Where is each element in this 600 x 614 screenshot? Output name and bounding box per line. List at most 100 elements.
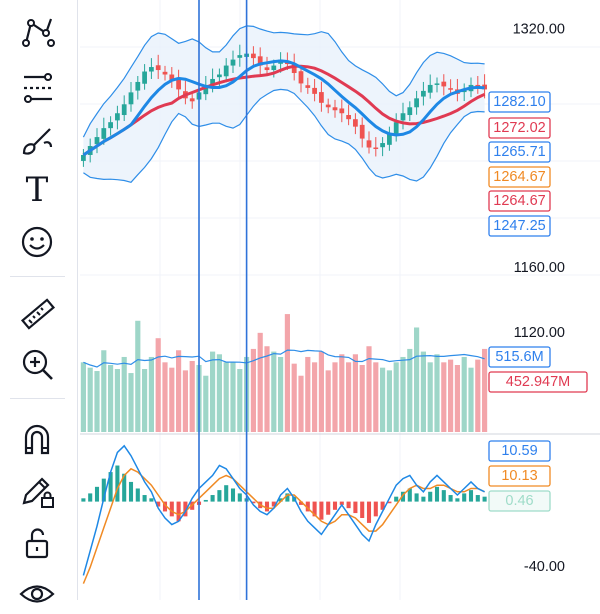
volume-bar (468, 367, 474, 432)
volume-bar (278, 356, 284, 432)
candle-body (189, 98, 195, 102)
oscillator-histogram-bar (203, 499, 208, 502)
candle-body (101, 128, 107, 139)
volume-bar (352, 354, 358, 432)
oscillator-histogram-bar (149, 498, 154, 502)
candle-body (427, 84, 433, 93)
oscillator-value-label: 0.46 (505, 493, 533, 509)
chart-canvas[interactable]: 1320.00 1160.00 1120.00 -40.00 1282.10 1272.0… (0, 0, 600, 600)
oscillator-value-label: 10.59 (501, 443, 537, 459)
volume-bar (80, 362, 86, 432)
candle-body (94, 137, 100, 145)
oscillator-histogram-bar (312, 501, 317, 517)
candle-body (332, 107, 338, 111)
fib-retracement-tool-button[interactable] (12, 68, 62, 108)
volume-bar (94, 371, 100, 432)
ruler-tool-icon (20, 298, 56, 330)
oscillator-histogram-bar (176, 501, 181, 522)
toolbar-separator (10, 276, 65, 277)
bollinger-upper-line (82, 25, 485, 138)
volume-bar (298, 375, 304, 432)
oscillator-signal-line (82, 467, 485, 584)
oscillator-histogram-bar (81, 498, 86, 502)
oscillator-histogram-bar (319, 501, 324, 520)
volume-bar (87, 367, 93, 432)
oscillator-histogram-bar (237, 493, 242, 502)
oscillator-histogram-bar (285, 493, 290, 502)
oscillator-histogram-bar (407, 488, 412, 502)
text-tool-button[interactable]: T (12, 170, 62, 210)
oscillator-histogram-bar (475, 495, 480, 502)
candle-body (325, 104, 331, 108)
oscillator-histogram-bar (346, 501, 351, 509)
trend-line-tool-button[interactable] (12, 12, 62, 52)
candle-body (237, 55, 243, 58)
volume-bar (155, 338, 161, 432)
volume-value-label-frame (488, 371, 588, 393)
oscillator-histogram-bar (169, 501, 174, 517)
oscillator-histogram-bar (128, 481, 134, 502)
candle-body (257, 56, 263, 66)
volume-bar (237, 369, 243, 432)
volume-bar (121, 356, 127, 432)
volume-bar (427, 362, 433, 432)
oscillator-histogram-bar (332, 501, 338, 510)
volume-bar (475, 359, 481, 432)
volume-bar (434, 354, 440, 432)
oscillator-histogram-bar (135, 488, 140, 502)
oscillator-histogram-bar (441, 490, 446, 502)
candle-body (434, 83, 440, 85)
candle-body (155, 65, 161, 71)
candle-body (135, 81, 141, 91)
candle-body (312, 87, 317, 94)
moving-average-slow-line (82, 64, 486, 157)
volume-bar (346, 362, 352, 432)
oscillator-histogram-bar (462, 493, 467, 502)
volume-bar (250, 348, 256, 432)
ruler-tool-button[interactable] (12, 294, 62, 334)
volume-bar (291, 363, 297, 432)
drawing-toolbar: T (0, 0, 78, 603)
oscillator-histogram-bar (394, 496, 399, 502)
price-value-label-frame (488, 117, 551, 139)
text-tool-icon: T (25, 170, 49, 210)
candle-body (346, 115, 351, 120)
magnet-tool-button[interactable] (12, 418, 62, 458)
oscillator-value-label: 10.13 (501, 468, 537, 484)
volume-bar (101, 350, 107, 432)
oscillator-histogram-bar (115, 465, 120, 502)
oscillator-histogram-bar (162, 501, 168, 512)
volume-bar (210, 351, 216, 432)
oscillator-histogram-bar (217, 490, 222, 502)
price-value-label: 1265.71 (493, 144, 545, 160)
unlock-button[interactable] (12, 522, 62, 562)
candle-body (339, 108, 345, 114)
oscillator-value-label-frame (488, 440, 551, 462)
candle-body (475, 84, 481, 87)
oscillator-main-line (82, 444, 485, 576)
candle-body (121, 104, 127, 116)
oscillator-histogram-bar (271, 501, 276, 507)
candle-body (421, 90, 426, 97)
candle-body (305, 85, 311, 88)
candle-body (176, 78, 181, 90)
candle-body (223, 65, 229, 77)
oscillator-histogram-bar (88, 493, 93, 502)
volume-bar (148, 356, 154, 432)
candle-body (251, 53, 256, 59)
brush-tool-button[interactable] (12, 120, 62, 160)
emoji-tool-button[interactable] (12, 222, 62, 262)
lock-drawings-button[interactable] (12, 470, 62, 510)
oscillator-histogram-bar (339, 501, 344, 505)
toolbar-separator (10, 398, 65, 399)
oscillator-histogram-bar (122, 473, 127, 502)
zoom-in-tool-button[interactable] (12, 344, 62, 384)
candle-body (414, 98, 419, 108)
volume-bar (169, 367, 175, 432)
candle-body (128, 92, 134, 105)
oscillator-histogram-bar (448, 495, 453, 502)
volume-bar (182, 370, 188, 432)
oscillator-histogram-bar (156, 501, 161, 507)
oscillator-histogram-bar (434, 486, 440, 502)
volume-bar (305, 356, 311, 432)
